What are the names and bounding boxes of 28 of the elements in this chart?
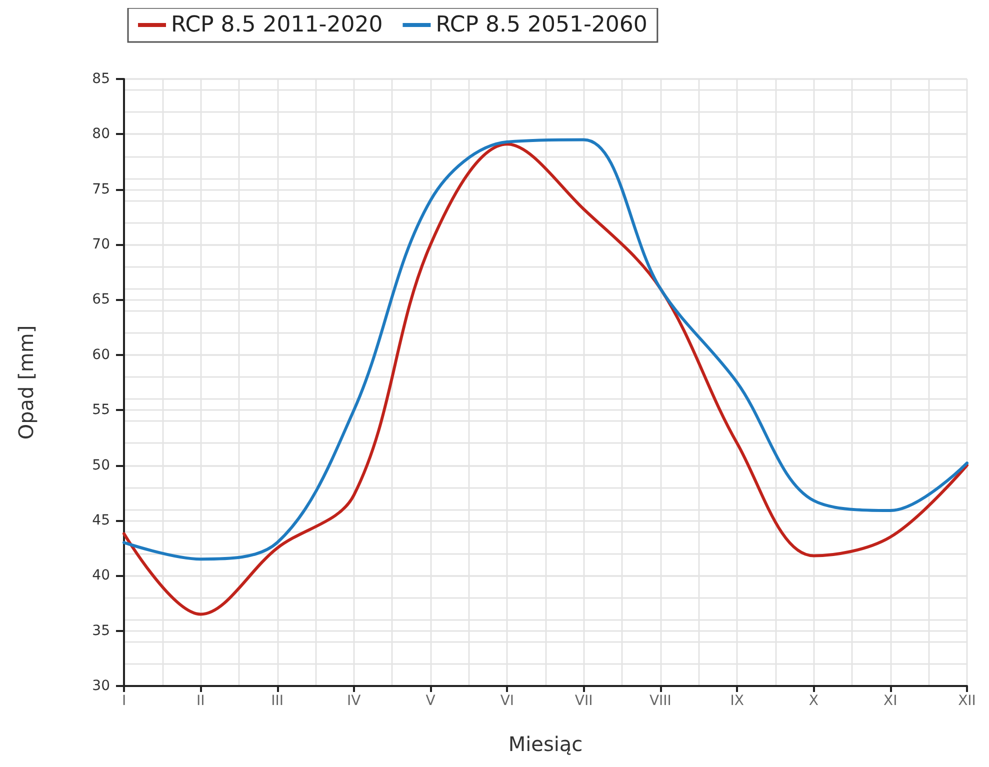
x-tick-label: X [808, 693, 819, 709]
y-axis-title: Opad [mm] [14, 325, 38, 440]
x-tick-label: XII [958, 693, 976, 709]
y-tick-label: 35 [92, 622, 110, 639]
y-tick-label: 85 [92, 71, 110, 87]
x-tick-label: VII [574, 693, 593, 709]
x-tick-label: XI [883, 693, 898, 709]
x-tick-label: V [426, 693, 436, 709]
x-axis-title: Miesiąc [508, 732, 583, 756]
x-tick-label: I [122, 693, 126, 709]
y-tick-label: 50 [92, 457, 110, 474]
y-tick-label: 55 [92, 402, 110, 418]
y-tick-label: 40 [92, 568, 110, 584]
y-tick-label: 80 [92, 126, 110, 142]
y-tick-label: 45 [92, 512, 110, 528]
x-tick-label: IV [347, 693, 362, 709]
x-tick-label: VIII [649, 693, 672, 709]
x-tick-label: III [271, 693, 284, 709]
legend-label: RCP 8.5 2011-2020 [171, 12, 383, 38]
y-tick-label: 60 [92, 346, 110, 363]
legend-label: RCP 8.5 2051-2060 [436, 12, 648, 38]
x-tick-label: II [196, 693, 205, 709]
x-tick-label: IX [730, 693, 744, 709]
y-tick-label: 75 [92, 181, 110, 198]
y-tick-label: 65 [92, 292, 110, 308]
x-tick-label: VI [500, 693, 514, 709]
y-tick-label: 70 [92, 236, 110, 253]
y-tick-label: 30 [92, 678, 110, 694]
